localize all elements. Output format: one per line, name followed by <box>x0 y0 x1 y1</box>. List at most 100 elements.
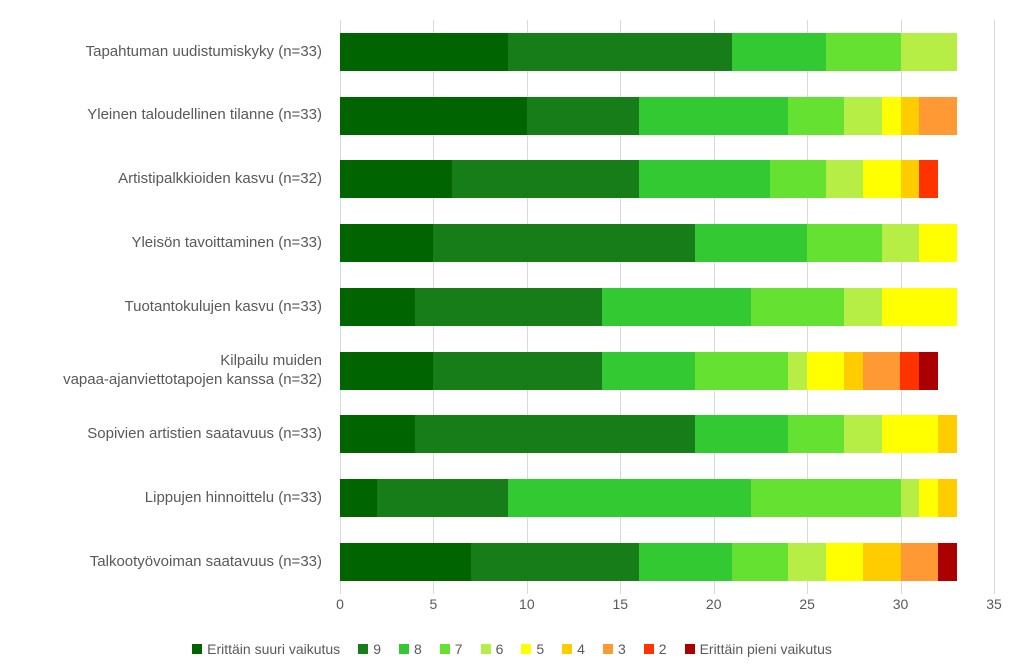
legend-item: 3 <box>603 641 626 657</box>
legend-item: 5 <box>521 641 544 657</box>
plot-area <box>340 20 994 594</box>
bar-segment <box>695 224 807 262</box>
legend-item: 4 <box>562 641 585 657</box>
bar <box>340 160 938 198</box>
bar-segment <box>919 97 956 135</box>
legend-label: 3 <box>618 641 626 657</box>
bar-segment <box>919 479 938 517</box>
legend-swatch <box>481 644 491 654</box>
bar-rows <box>340 20 994 594</box>
legend-label: 2 <box>659 641 667 657</box>
bar-segment <box>433 224 695 262</box>
bar-segment <box>695 415 788 453</box>
bar-segment <box>901 97 920 135</box>
bar-segment <box>340 479 377 517</box>
category-label: Lippujen hinnoittelu (n=33) <box>20 476 330 520</box>
bar-segment <box>788 97 844 135</box>
legend-item: 9 <box>358 641 381 657</box>
bar-segment <box>919 160 938 198</box>
bar-segment <box>433 352 601 390</box>
legend-item: 2 <box>644 641 667 657</box>
bar-row <box>340 30 994 74</box>
legend-swatch <box>192 644 202 654</box>
category-label: Yleinen taloudellinen tilanne (n=33) <box>20 94 330 138</box>
bar <box>340 543 957 581</box>
bar-segment <box>788 415 844 453</box>
bar-segment <box>732 543 788 581</box>
legend-label: Erittäin suuri vaikutus <box>207 641 340 657</box>
x-tick-label: 15 <box>612 596 628 612</box>
bar-row <box>340 476 994 520</box>
bar-row <box>340 221 994 265</box>
category-label: Sopivien artistien saatavuus (n=33) <box>20 412 330 456</box>
category-label: Tuotantokulujen kasvu (n=33) <box>20 285 330 329</box>
bar-segment <box>938 415 957 453</box>
bar-segment <box>882 97 901 135</box>
bar-segment <box>471 543 639 581</box>
legend-swatch <box>521 644 531 654</box>
bar-segment <box>340 160 452 198</box>
bar-segment <box>807 224 882 262</box>
legend-swatch <box>685 644 695 654</box>
bar <box>340 479 957 517</box>
bar-segment <box>844 288 881 326</box>
x-axis: 05101520253035 <box>340 594 994 614</box>
bar <box>340 224 957 262</box>
bar-segment <box>340 33 508 71</box>
category-label: Yleisön tavoittaminen (n=33) <box>20 221 330 265</box>
bar-segment <box>844 352 863 390</box>
bar-segment <box>826 160 863 198</box>
bar-segment <box>415 415 695 453</box>
bar-segment <box>732 33 825 71</box>
category-label: Kilpailu muidenvapaa-ajanviettotapojen k… <box>20 349 330 393</box>
legend-swatch <box>603 644 613 654</box>
bar-segment <box>919 352 938 390</box>
x-tick-label: 30 <box>893 596 909 612</box>
legend-label: 5 <box>536 641 544 657</box>
bar-segment <box>340 415 415 453</box>
bar-segment <box>863 352 900 390</box>
bar-segment <box>788 352 807 390</box>
bar-row <box>340 94 994 138</box>
bar-segment <box>844 415 881 453</box>
bar-segment <box>882 415 938 453</box>
bar-segment <box>340 288 415 326</box>
bar-segment <box>826 33 901 71</box>
bar-segment <box>508 33 732 71</box>
category-labels: Tapahtuman uudistumiskyky (n=33)Yleinen … <box>20 20 330 594</box>
bar-segment <box>639 160 770 198</box>
category-label: Talkootyövoiman saatavuus (n=33) <box>20 540 330 584</box>
legend-label: 7 <box>455 641 463 657</box>
x-tick-label: 5 <box>430 596 438 612</box>
stacked-bar-chart: Tapahtuman uudistumiskyky (n=33)Yleinen … <box>0 0 1024 669</box>
bar-segment <box>340 352 433 390</box>
legend-label: 9 <box>373 641 381 657</box>
bar-segment <box>751 479 900 517</box>
bar-row <box>340 285 994 329</box>
legend-item: 7 <box>440 641 463 657</box>
legend-swatch <box>399 644 409 654</box>
x-tick-label: 35 <box>986 596 1002 612</box>
bar-segment <box>863 160 900 198</box>
bar-segment <box>639 97 788 135</box>
bar-segment <box>901 33 957 71</box>
bar <box>340 415 957 453</box>
bar-segment <box>900 352 919 390</box>
bar-segment <box>901 160 920 198</box>
legend-label: 8 <box>414 641 422 657</box>
bar-row <box>340 349 994 393</box>
legend-item: 6 <box>481 641 504 657</box>
bar-segment <box>695 352 788 390</box>
bar-segment <box>751 288 844 326</box>
bar-segment <box>938 479 957 517</box>
legend-label: 6 <box>496 641 504 657</box>
bar-segment <box>770 160 826 198</box>
bar-segment <box>807 352 844 390</box>
bar <box>340 352 938 390</box>
bar-segment <box>639 543 732 581</box>
x-tick-label: 0 <box>336 596 344 612</box>
bar <box>340 97 957 135</box>
x-tick-label: 25 <box>799 596 815 612</box>
x-tick-label: 10 <box>519 596 535 612</box>
bar-row <box>340 157 994 201</box>
